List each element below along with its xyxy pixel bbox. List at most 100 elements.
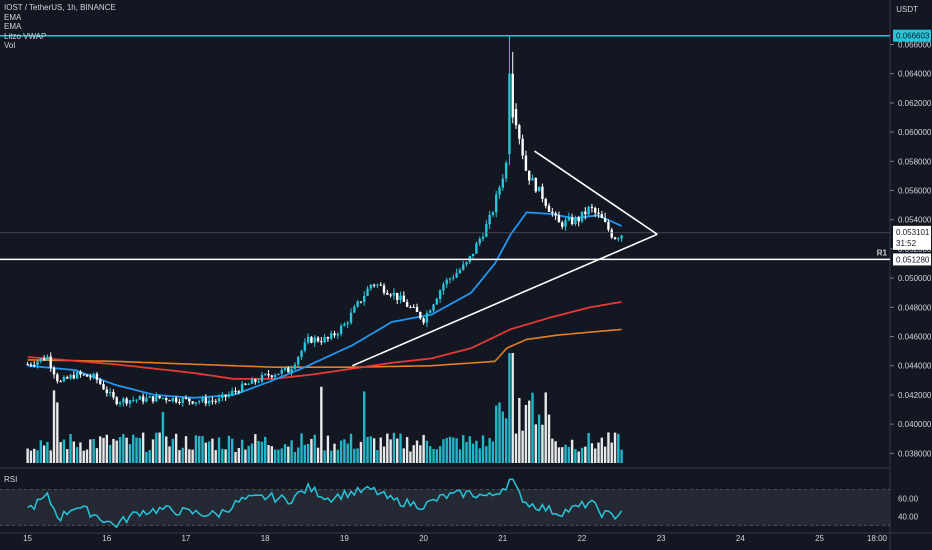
candle-body — [478, 238, 481, 244]
candle-body — [432, 304, 435, 311]
resistance-price-label: 0.051280 — [896, 255, 930, 264]
volume-bar — [66, 449, 69, 463]
candle-body — [62, 377, 66, 382]
candle-body — [191, 401, 194, 404]
resistance-name-label: R1 — [877, 248, 888, 257]
legend-vol[interactable]: Vol — [4, 41, 16, 50]
legend-ema-2[interactable]: EMA — [4, 22, 22, 31]
price-tick-label: 0.044000 — [898, 362, 932, 371]
volume-bar — [273, 449, 277, 463]
candle-body — [26, 364, 29, 366]
candle-body — [66, 377, 69, 379]
volume-bar — [132, 434, 135, 463]
volume-bar — [174, 433, 178, 463]
legend-symbol[interactable]: IOST / TetherUS, 1h, BINANCE — [4, 3, 116, 12]
candle-body — [376, 284, 379, 286]
candle-body — [409, 306, 412, 308]
volume-bar — [33, 448, 36, 463]
candle-body — [237, 391, 241, 393]
volume-bar — [102, 437, 105, 463]
candle-body — [528, 170, 531, 181]
volume-bar — [405, 437, 409, 463]
volume-bar — [541, 424, 544, 463]
volume-bar — [343, 439, 346, 463]
volume-bar — [108, 444, 112, 463]
volume-bar — [488, 438, 491, 463]
candle-body — [310, 336, 313, 343]
legend-vwap[interactable]: Litzo VWAP — [4, 31, 47, 41]
volume-bar — [448, 436, 452, 463]
vwap-line — [27, 328, 622, 368]
volume-bar — [551, 438, 554, 463]
volume-bar — [537, 414, 541, 463]
candle-body — [617, 238, 620, 240]
volume-bar — [402, 448, 406, 463]
volume-bar — [313, 434, 316, 463]
candle-body — [95, 373, 99, 380]
candle-body — [544, 198, 547, 206]
volume-bar — [201, 436, 204, 463]
current-price-label-bg — [893, 225, 931, 250]
candle-body — [613, 237, 617, 240]
candle-body — [580, 211, 584, 222]
volume-bar — [277, 449, 280, 463]
candle-body — [481, 236, 485, 239]
candle-body — [204, 397, 208, 404]
candle-body — [333, 333, 336, 336]
triangle-lower-trendline[interactable] — [352, 233, 658, 367]
candle-body — [290, 368, 293, 373]
volume-bar — [118, 437, 122, 463]
candle-body — [165, 397, 168, 401]
countdown-label: 31:52 — [896, 239, 917, 248]
candle-body — [85, 374, 89, 377]
candle-body — [531, 178, 534, 181]
volume-bar — [122, 434, 125, 463]
volume-bar — [214, 450, 217, 463]
candle-body — [184, 397, 188, 399]
volume-bar — [72, 441, 76, 463]
candle-body — [250, 379, 254, 384]
candle-body — [201, 397, 204, 402]
candle-body — [221, 394, 224, 398]
ema-slow-line — [27, 301, 622, 380]
volume-bar — [69, 433, 72, 463]
candle-body — [382, 285, 386, 293]
candle-body — [82, 374, 85, 376]
candle-body — [349, 312, 353, 323]
candle-body — [273, 375, 277, 378]
candle-body — [171, 397, 175, 402]
candle-body — [108, 391, 112, 394]
candle-body — [49, 356, 52, 368]
price-tick-label: 0.040000 — [898, 420, 932, 429]
volume-bar — [82, 450, 85, 463]
volume-bar — [168, 446, 171, 463]
candle-body — [541, 186, 544, 199]
volume-bar — [125, 437, 128, 463]
volume-bar — [135, 437, 138, 463]
candle-body — [33, 365, 36, 367]
volume-bar — [412, 445, 415, 463]
candle-body — [330, 333, 333, 339]
candle-body — [336, 333, 340, 336]
volume-bar — [518, 397, 521, 463]
volume-bar — [254, 434, 257, 463]
volume-bar — [320, 386, 323, 463]
price-tick-label: 0.066000 — [898, 41, 932, 50]
candle-body — [415, 307, 419, 313]
legend-ema-1[interactable]: EMA — [4, 12, 22, 22]
volume-bar — [564, 444, 567, 463]
candle-body — [587, 206, 590, 215]
volume-bar — [267, 445, 270, 463]
candle-body — [518, 125, 521, 139]
candle-body — [551, 211, 554, 214]
candle-body — [247, 383, 250, 385]
volume-bar — [99, 436, 102, 463]
triangle-upper-trendline[interactable] — [534, 150, 658, 235]
volume-bar — [349, 433, 353, 463]
volume-bar — [528, 400, 531, 463]
candle-body — [145, 397, 148, 402]
volume-bar — [554, 441, 557, 463]
candle-body — [161, 397, 165, 399]
volume-bar — [303, 444, 307, 463]
